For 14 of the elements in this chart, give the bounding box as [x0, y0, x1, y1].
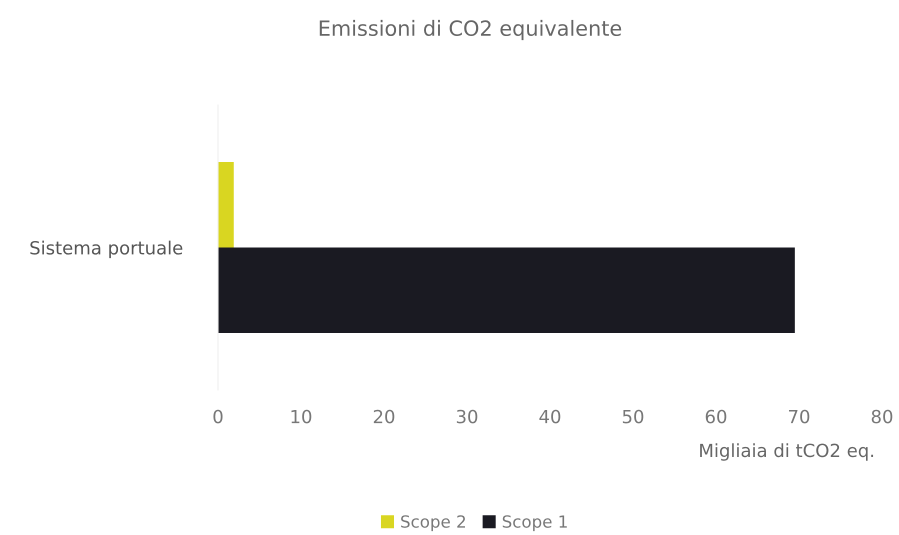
x-tick-label: 50	[622, 410, 644, 424]
x-tick-label: 10	[291, 410, 312, 424]
x-tick-label: 60	[706, 410, 726, 424]
x-tick-label: 0	[213, 410, 223, 424]
x-tick-label: 30	[456, 410, 478, 424]
x-tick-label: 70	[788, 410, 810, 424]
chart-title: Emissioni di CO2 equivalente	[320, 20, 622, 40]
x-tick-label: 40	[539, 410, 560, 424]
x-tick-label: 80	[872, 410, 892, 424]
y-tick-label: Sistema portuale	[30, 240, 182, 258]
x-axis-title: Migliaia di tCO2 eq.	[700, 443, 874, 461]
legend-label: Scope 1	[502, 515, 567, 532]
legend-label: Scope 2	[401, 515, 465, 532]
x-tick-label: 20	[374, 410, 394, 424]
